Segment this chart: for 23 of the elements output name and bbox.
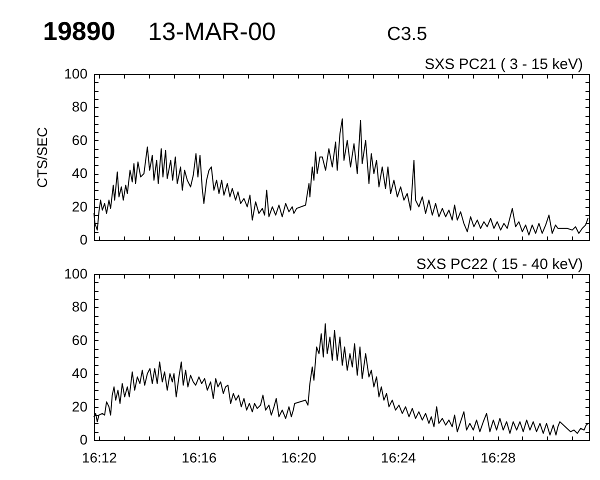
chart-title: SXS PC22 ( 15 - 40 keV) (416, 256, 583, 273)
y-tick-label: 100 (64, 266, 88, 282)
x-tick-label: 16:16 (182, 450, 217, 466)
chart-title: SXS PC21 ( 3 - 15 keV) (424, 56, 583, 73)
text: 13-MAR-00 (148, 18, 276, 46)
x-tick-label: 16:28 (480, 450, 516, 466)
x-tick-label: 16:12 (82, 450, 118, 466)
y-tick-label: 40 (72, 365, 88, 382)
y-tick-label: 80 (72, 98, 88, 115)
y-tick-label: 20 (72, 198, 88, 214)
text: C3.5 (387, 24, 428, 45)
y-tick-label: 40 (72, 165, 88, 182)
x-tick-label: 16:20 (281, 450, 316, 466)
text: 19890 (43, 16, 116, 46)
y-tick-label: 80 (72, 298, 88, 315)
y-tick-label: 60 (72, 132, 88, 148)
y-tick-label: 0 (80, 432, 88, 448)
y-tick-label: 0 (80, 232, 88, 248)
y-tick-label: 60 (72, 332, 88, 348)
y-tick-label: 100 (64, 66, 88, 82)
y-tick-label: 20 (72, 398, 88, 414)
x-tick-label: 16:24 (380, 450, 416, 466)
y-axis-title: CTS/SEC (34, 127, 50, 188)
